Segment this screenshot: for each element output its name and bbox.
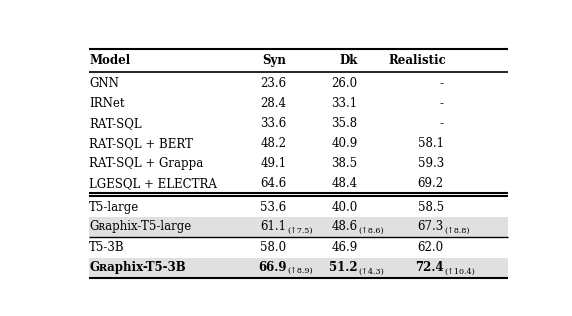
- Text: 33.1: 33.1: [331, 97, 358, 110]
- Text: 48.6: 48.6: [331, 221, 358, 234]
- Text: 62.0: 62.0: [418, 241, 444, 254]
- Text: 26.0: 26.0: [331, 77, 358, 90]
- Text: 46.9: 46.9: [331, 241, 358, 254]
- Text: 40.0: 40.0: [331, 201, 358, 214]
- Text: (↑7.5): (↑7.5): [287, 227, 313, 235]
- Text: 58.1: 58.1: [418, 137, 444, 150]
- Text: 72.4: 72.4: [415, 261, 444, 274]
- Text: 58.5: 58.5: [418, 201, 444, 214]
- Text: 64.6: 64.6: [260, 177, 287, 190]
- Text: (↑8.8): (↑8.8): [445, 227, 470, 235]
- Text: 23.6: 23.6: [260, 77, 287, 90]
- Bar: [89, 217, 508, 237]
- Text: 28.4: 28.4: [260, 97, 287, 110]
- Text: 67.3: 67.3: [418, 221, 444, 234]
- Text: (↑8.9): (↑8.9): [287, 268, 313, 276]
- Text: 38.5: 38.5: [331, 157, 358, 170]
- Text: IRNet: IRNet: [89, 97, 125, 110]
- Text: Syn: Syn: [263, 54, 287, 67]
- Text: 59.3: 59.3: [418, 157, 444, 170]
- Text: RAT-SQL + Grappa: RAT-SQL + Grappa: [89, 157, 204, 170]
- Text: -: -: [440, 77, 444, 90]
- Text: Gʀaphix-T5-3B: Gʀaphix-T5-3B: [89, 261, 186, 274]
- Text: (↑8.6): (↑8.6): [358, 227, 384, 235]
- Text: RAT-SQL: RAT-SQL: [89, 117, 142, 130]
- Text: 35.8: 35.8: [331, 117, 358, 130]
- Text: 66.9: 66.9: [258, 261, 287, 274]
- Text: Dk: Dk: [339, 54, 358, 67]
- Text: 33.6: 33.6: [260, 117, 287, 130]
- Text: 40.9: 40.9: [331, 137, 358, 150]
- Bar: [89, 258, 508, 277]
- Text: GNN: GNN: [89, 77, 119, 90]
- Text: -: -: [440, 97, 444, 110]
- Text: (↑4.3): (↑4.3): [358, 268, 384, 276]
- Text: Gʀaphix-T5-large: Gʀaphix-T5-large: [89, 221, 192, 234]
- Text: 58.0: 58.0: [260, 241, 287, 254]
- Text: T5-3B: T5-3B: [89, 241, 125, 254]
- Text: RAT-SQL + BERT: RAT-SQL + BERT: [89, 137, 193, 150]
- Text: 61.1: 61.1: [260, 221, 287, 234]
- Text: 49.1: 49.1: [260, 157, 287, 170]
- Text: Model: Model: [89, 54, 130, 67]
- Text: (↑10.4): (↑10.4): [445, 268, 476, 276]
- Text: 69.2: 69.2: [418, 177, 444, 190]
- Text: LGESQL + ELECTRA: LGESQL + ELECTRA: [89, 177, 217, 190]
- Text: 48.4: 48.4: [331, 177, 358, 190]
- Text: 53.6: 53.6: [260, 201, 287, 214]
- Text: 48.2: 48.2: [260, 137, 287, 150]
- Text: Realistic: Realistic: [388, 54, 446, 67]
- Text: -: -: [440, 117, 444, 130]
- Text: T5-large: T5-large: [89, 201, 140, 214]
- Text: 51.2: 51.2: [329, 261, 358, 274]
